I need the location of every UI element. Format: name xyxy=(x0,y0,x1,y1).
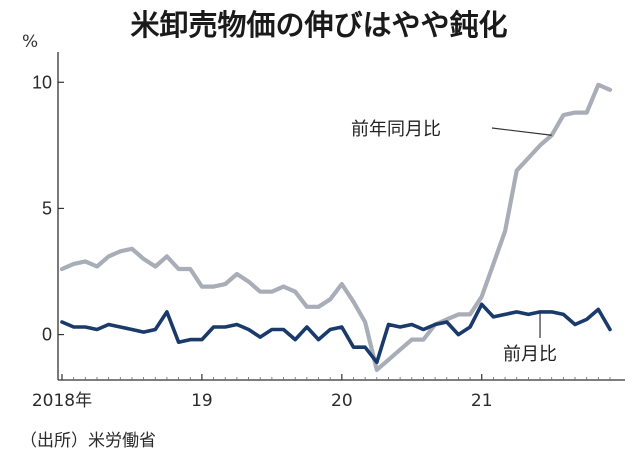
y-tick-label: 10 xyxy=(32,72,52,92)
x-tick-label: 20 xyxy=(331,391,353,411)
y-tick-label: 0 xyxy=(42,325,52,345)
series-layer xyxy=(59,82,613,372)
annotation-leader-yoy xyxy=(491,127,552,136)
ticks: 0 5 10 2018年 19 20 21 xyxy=(32,72,611,411)
series-line-mom xyxy=(60,302,612,365)
x-tick-label: 21 xyxy=(471,391,493,411)
x-tick-label: 2018年 xyxy=(32,391,92,411)
annotation-label-yoy: 前年同月比 xyxy=(351,119,441,140)
unit-label: % xyxy=(22,32,38,52)
annotation-label-mom: 前月比 xyxy=(503,344,557,365)
source-note: （出所）米労働省 xyxy=(20,431,156,451)
x-tick-label: 19 xyxy=(191,391,213,411)
series-line-yoy xyxy=(59,82,613,372)
annotation-layer: 前年同月比 前月比 xyxy=(351,119,557,365)
y-tick-label: 5 xyxy=(42,198,52,218)
chart-title: 米卸売物価の伸びはやや鈍化 xyxy=(130,8,507,42)
